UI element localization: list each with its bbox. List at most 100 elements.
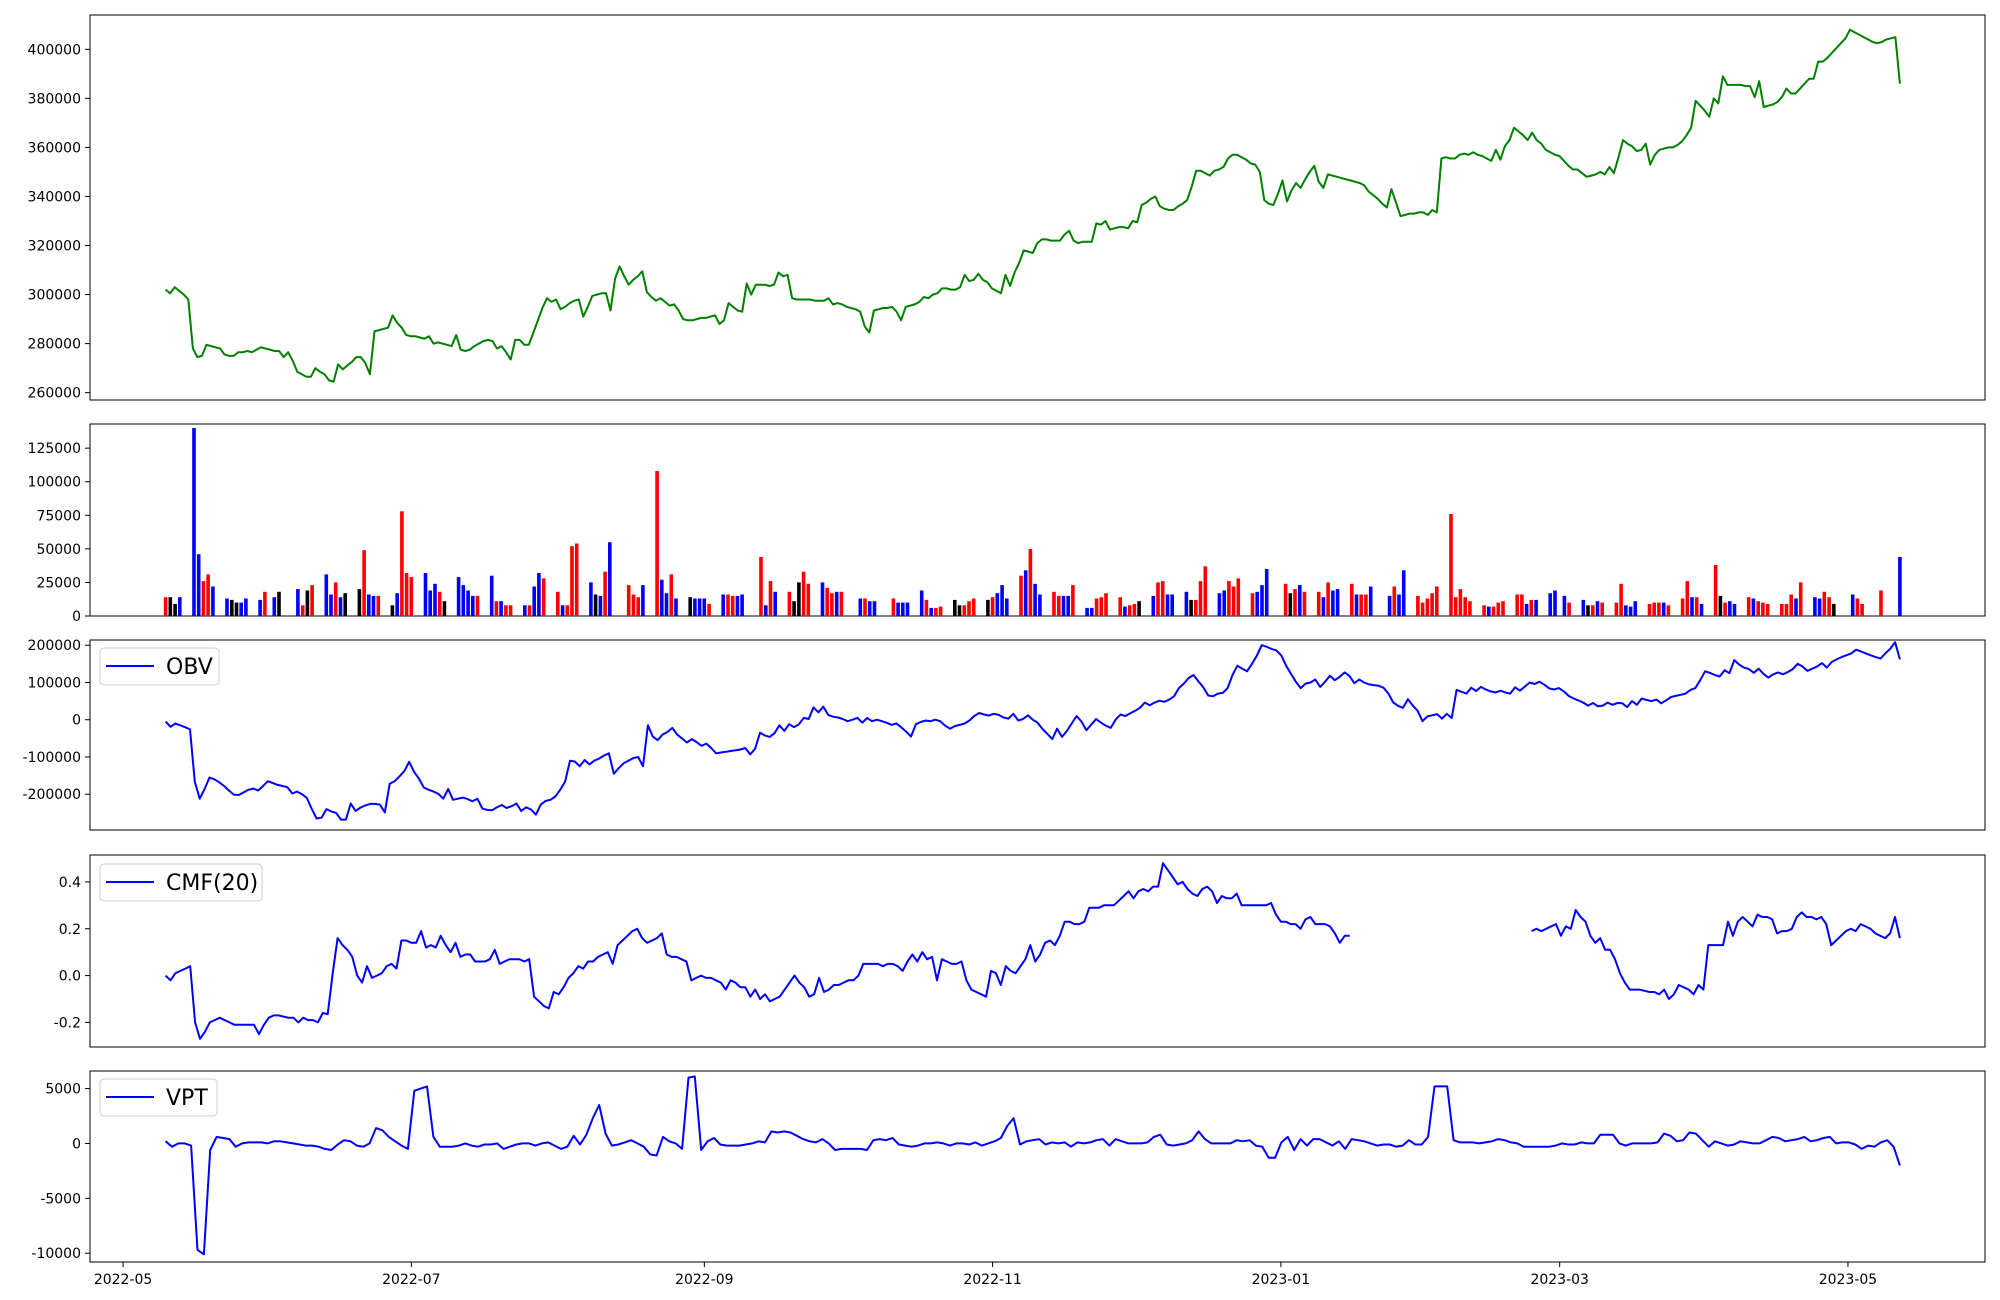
volume-bar [504, 605, 508, 616]
volume-bar [707, 603, 711, 616]
volume-bar [759, 556, 763, 616]
volume-bar [1057, 595, 1061, 616]
volume-bar [310, 585, 314, 616]
volume-bar [768, 581, 773, 616]
volume-bar [1354, 594, 1359, 616]
volume-bar [1515, 594, 1519, 616]
cmf-y-tick-label: 0.0 [59, 969, 81, 985]
volume-bar [839, 591, 844, 616]
volume-bar [1033, 583, 1037, 616]
obv-y-tick-label: -100000 [23, 750, 82, 766]
volume-bar [1524, 603, 1529, 616]
volume-bar [527, 605, 532, 616]
obv-y-tick-label: 0 [72, 713, 81, 729]
x-tick-label: 2022-09 [675, 1272, 734, 1288]
volume-bar [1699, 603, 1704, 616]
vpt-y-tick-label: 5000 [45, 1082, 81, 1098]
volume-bar [565, 605, 570, 616]
volume-bar [730, 595, 735, 616]
volume-bar [1298, 585, 1302, 616]
volume-bar [938, 606, 943, 616]
x-tick-label: 2023-03 [1530, 1272, 1589, 1288]
cmf-legend-box [99, 863, 263, 902]
volume-bar [1633, 601, 1638, 616]
volume-y-tick-label: 50000 [36, 542, 81, 558]
volume-bar [1694, 597, 1699, 616]
volume-bar [726, 594, 730, 616]
volume-bar [608, 542, 612, 616]
volume-bar [1789, 594, 1793, 616]
volume-bar [1898, 556, 1902, 616]
volume-bar [919, 590, 924, 616]
volume-bar [1260, 585, 1264, 616]
volume-bar [244, 598, 248, 616]
volume-bar [239, 602, 243, 616]
volume-bar [1723, 602, 1727, 616]
volume-bar [1123, 606, 1127, 616]
volume-bar [1302, 591, 1307, 616]
volume-bar [1331, 590, 1335, 616]
volume-bar [1094, 598, 1099, 616]
volume-bar [466, 590, 470, 616]
x-tick-label: 2022-05 [94, 1272, 153, 1288]
volume-bar [702, 598, 707, 616]
volume-bar [1765, 603, 1770, 616]
volume-bar [376, 595, 381, 616]
volume-bar [1501, 601, 1505, 616]
volume-bar [433, 583, 437, 616]
volume-bar [371, 595, 376, 616]
volume-bar [1085, 607, 1089, 616]
volume-bar [1453, 597, 1458, 616]
volume-bar [1151, 595, 1156, 616]
volume-bar [258, 599, 262, 616]
volume-bar [1071, 585, 1075, 616]
volume-bar [929, 607, 933, 616]
volume-bar [1732, 603, 1737, 616]
volume-bar [1038, 594, 1042, 616]
volume-bar [1784, 603, 1789, 616]
price-y-tick-label: 360000 [28, 140, 81, 156]
volume-bar [1879, 590, 1883, 616]
volume-bar [1227, 581, 1231, 616]
volume-bar [234, 602, 239, 616]
volume-bar [1264, 569, 1269, 616]
volume-bar [721, 594, 725, 616]
volume-bar [905, 602, 910, 616]
volume-bar [296, 589, 300, 616]
volume-bar [1416, 595, 1420, 616]
volume-bar [409, 577, 414, 616]
volume-bar [1222, 590, 1226, 616]
volume-bar [168, 597, 173, 616]
volume-bar [1534, 599, 1538, 616]
volume-bar [1392, 586, 1397, 616]
vpt-y-tick-label: 0 [72, 1136, 81, 1152]
volume-bar [1652, 602, 1656, 616]
obv-series-line [164, 641, 1901, 821]
volume-bar [442, 601, 447, 616]
volume-bar [230, 599, 234, 616]
cmf-panel: -0.2 0.0 0.2 0.4 [54, 854, 1986, 1048]
volume-bar [1850, 594, 1855, 616]
volume-bar [934, 607, 938, 616]
volume-bar [1718, 595, 1723, 616]
volume-bar [196, 554, 201, 616]
volume-bar [834, 591, 839, 616]
volume-bar [404, 573, 409, 616]
volume-bar [329, 594, 333, 616]
volume-bar [324, 574, 329, 616]
volume-bar [636, 597, 640, 616]
volume-bar [1482, 605, 1486, 616]
volume-bar [475, 595, 480, 616]
volume-bar [461, 585, 466, 616]
volume-bar [1553, 590, 1557, 616]
volume-bar [797, 582, 801, 616]
cmf-y-tick-label: -0.2 [54, 1015, 81, 1031]
volume-bar [971, 598, 976, 616]
volume-bar [1189, 599, 1193, 616]
volume-bar [1000, 585, 1004, 616]
volume-bar [593, 594, 598, 616]
volume-bar [1090, 607, 1094, 616]
volume-bar [1335, 589, 1340, 616]
volume-bar [1647, 603, 1652, 616]
